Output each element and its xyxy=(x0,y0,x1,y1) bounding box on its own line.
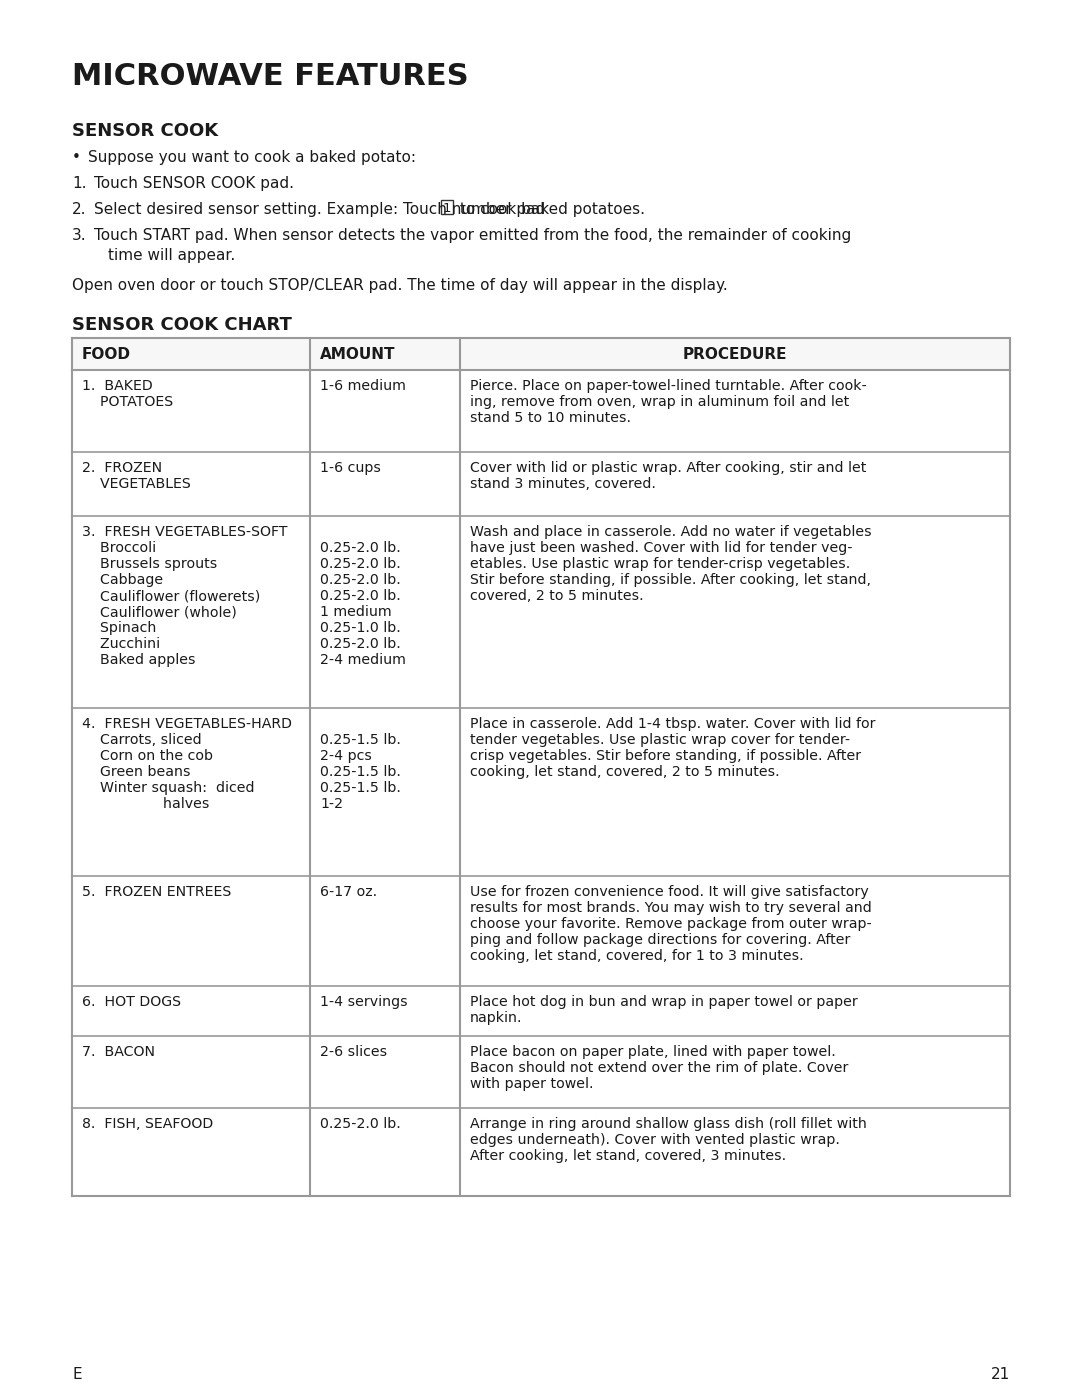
Text: time will appear.: time will appear. xyxy=(108,249,235,263)
Text: 7.  BACON: 7. BACON xyxy=(82,1045,156,1059)
Text: Zucchini: Zucchini xyxy=(82,637,160,651)
Text: Open oven door or touch STOP/CLEAR pad. The time of day will appear in the displ: Open oven door or touch STOP/CLEAR pad. … xyxy=(72,278,728,293)
Text: Green beans: Green beans xyxy=(82,766,190,780)
Text: 0.25-1.5 lb.: 0.25-1.5 lb. xyxy=(320,766,401,780)
Text: Cover with lid or plastic wrap. After cooking, stir and let: Cover with lid or plastic wrap. After co… xyxy=(470,461,866,475)
Text: tender vegetables. Use plastic wrap cover for tender-: tender vegetables. Use plastic wrap cove… xyxy=(470,733,850,747)
Text: Broccoli: Broccoli xyxy=(82,541,157,555)
Text: choose your favorite. Remove package from outer wrap-: choose your favorite. Remove package fro… xyxy=(470,916,872,930)
Text: 0.25-1.0 lb.: 0.25-1.0 lb. xyxy=(320,622,401,636)
Text: 0.25-2.0 lb.: 0.25-2.0 lb. xyxy=(320,557,401,571)
Text: 0.25-2.0 lb.: 0.25-2.0 lb. xyxy=(320,573,401,587)
Text: Use for frozen convenience food. It will give satisfactory: Use for frozen convenience food. It will… xyxy=(470,886,868,900)
Text: 6-17 oz.: 6-17 oz. xyxy=(320,886,377,900)
Bar xyxy=(72,876,1010,986)
Text: 0.25-2.0 lb.: 0.25-2.0 lb. xyxy=(320,1118,401,1132)
Text: Place hot dog in bun and wrap in paper towel or paper: Place hot dog in bun and wrap in paper t… xyxy=(470,995,858,1009)
Text: Baked apples: Baked apples xyxy=(82,652,195,666)
Text: Wash and place in casserole. Add no water if vegetables: Wash and place in casserole. Add no wate… xyxy=(470,525,872,539)
Text: 4.  FRESH VEGETABLES-HARD: 4. FRESH VEGETABLES-HARD xyxy=(82,717,292,731)
Text: POTATOES: POTATOES xyxy=(82,395,173,409)
Text: halves: halves xyxy=(82,798,210,812)
Text: results for most brands. You may wish to try several and: results for most brands. You may wish to… xyxy=(470,901,872,915)
Text: ping and follow package directions for covering. After: ping and follow package directions for c… xyxy=(470,933,850,947)
Bar xyxy=(72,986,1010,1037)
Bar xyxy=(72,338,1010,370)
Text: Arrange in ring around shallow glass dish (roll fillet with: Arrange in ring around shallow glass dis… xyxy=(470,1118,867,1132)
Text: Touch SENSOR COOK pad.: Touch SENSOR COOK pad. xyxy=(94,176,294,191)
Text: 3.: 3. xyxy=(72,228,86,243)
Text: 8.  FISH, SEAFOOD: 8. FISH, SEAFOOD xyxy=(82,1118,213,1132)
Text: •: • xyxy=(72,149,81,165)
Text: Select desired sensor setting. Example: Touch number pad: Select desired sensor setting. Example: … xyxy=(94,203,550,217)
Text: 5.  FROZEN ENTREES: 5. FROZEN ENTREES xyxy=(82,886,231,900)
Text: 3.  FRESH VEGETABLES-SOFT: 3. FRESH VEGETABLES-SOFT xyxy=(82,525,287,539)
Text: SENSOR COOK: SENSOR COOK xyxy=(72,122,218,140)
Text: Suppose you want to cook a baked potato:: Suppose you want to cook a baked potato: xyxy=(87,149,416,165)
Text: Cabbage: Cabbage xyxy=(82,573,163,587)
Text: 1-2: 1-2 xyxy=(320,798,343,812)
Text: 0.25-1.5 lb.: 0.25-1.5 lb. xyxy=(320,733,401,747)
Text: 1: 1 xyxy=(443,203,450,215)
Text: After cooking, let stand, covered, 3 minutes.: After cooking, let stand, covered, 3 min… xyxy=(470,1148,786,1162)
Text: 1-6 medium: 1-6 medium xyxy=(320,379,406,393)
Text: 6.  HOT DOGS: 6. HOT DOGS xyxy=(82,995,181,1009)
Text: cooking, let stand, covered, for 1 to 3 minutes.: cooking, let stand, covered, for 1 to 3 … xyxy=(470,949,804,963)
Text: Carrots, sliced: Carrots, sliced xyxy=(82,733,202,747)
Text: edges underneath). Cover with vented plastic wrap.: edges underneath). Cover with vented pla… xyxy=(470,1133,840,1147)
Text: 0.25-2.0 lb.: 0.25-2.0 lb. xyxy=(320,637,401,651)
Text: 0.25-2.0 lb.: 0.25-2.0 lb. xyxy=(320,541,401,555)
Text: 2.  FROZEN: 2. FROZEN xyxy=(82,461,162,475)
Text: to cook baked potatoes.: to cook baked potatoes. xyxy=(455,203,645,217)
Text: E: E xyxy=(72,1368,82,1382)
Text: Place in casserole. Add 1-4 tbsp. water. Cover with lid for: Place in casserole. Add 1-4 tbsp. water.… xyxy=(470,717,876,731)
Text: 1-4 servings: 1-4 servings xyxy=(320,995,407,1009)
Text: Cauliflower (flowerets): Cauliflower (flowerets) xyxy=(82,590,260,604)
Text: ing, remove from oven, wrap in aluminum foil and let: ing, remove from oven, wrap in aluminum … xyxy=(470,395,849,409)
Text: 2-4 medium: 2-4 medium xyxy=(320,652,406,666)
Text: stand 5 to 10 minutes.: stand 5 to 10 minutes. xyxy=(470,411,631,425)
Text: 1.  BAKED: 1. BAKED xyxy=(82,379,152,393)
Text: Brussels sprouts: Brussels sprouts xyxy=(82,557,217,571)
Bar xyxy=(72,515,1010,708)
Text: 1-6 cups: 1-6 cups xyxy=(320,461,381,475)
Text: Winter squash:  diced: Winter squash: diced xyxy=(82,781,255,795)
Text: 21: 21 xyxy=(990,1368,1010,1382)
Text: 0.25-2.0 lb.: 0.25-2.0 lb. xyxy=(320,590,401,604)
Bar xyxy=(72,708,1010,876)
Text: SENSOR COOK CHART: SENSOR COOK CHART xyxy=(72,316,292,334)
Text: covered, 2 to 5 minutes.: covered, 2 to 5 minutes. xyxy=(470,590,644,604)
Text: 1 medium: 1 medium xyxy=(320,605,392,619)
Bar xyxy=(72,453,1010,515)
Text: VEGETABLES: VEGETABLES xyxy=(82,476,191,490)
Bar xyxy=(72,1108,1010,1196)
Text: cooking, let stand, covered, 2 to 5 minutes.: cooking, let stand, covered, 2 to 5 minu… xyxy=(470,766,780,780)
Text: Pierce. Place on paper-towel-lined turntable. After cook-: Pierce. Place on paper-towel-lined turnt… xyxy=(470,379,867,393)
Text: FOOD: FOOD xyxy=(82,346,131,362)
Text: Spinach: Spinach xyxy=(82,622,157,636)
Text: Stir before standing, if possible. After cooking, let stand,: Stir before standing, if possible. After… xyxy=(470,573,870,587)
Text: Place bacon on paper plate, lined with paper towel.: Place bacon on paper plate, lined with p… xyxy=(470,1045,836,1059)
Text: with paper towel.: with paper towel. xyxy=(470,1077,594,1091)
Text: Cauliflower (whole): Cauliflower (whole) xyxy=(82,605,237,619)
Text: 2-4 pcs: 2-4 pcs xyxy=(320,749,372,763)
Text: stand 3 minutes, covered.: stand 3 minutes, covered. xyxy=(470,476,656,490)
Text: Bacon should not extend over the rim of plate. Cover: Bacon should not extend over the rim of … xyxy=(470,1060,849,1076)
Text: crisp vegetables. Stir before standing, if possible. After: crisp vegetables. Stir before standing, … xyxy=(470,749,861,763)
FancyBboxPatch shape xyxy=(441,200,453,214)
Text: 1.: 1. xyxy=(72,176,86,191)
Text: MICROWAVE FEATURES: MICROWAVE FEATURES xyxy=(72,61,469,91)
Text: etables. Use plastic wrap for tender-crisp vegetables.: etables. Use plastic wrap for tender-cri… xyxy=(470,557,850,571)
Text: Touch START pad. When sensor detects the vapor emitted from the food, the remain: Touch START pad. When sensor detects the… xyxy=(94,228,851,243)
Text: napkin.: napkin. xyxy=(470,1011,523,1025)
Text: 2.: 2. xyxy=(72,203,86,217)
Text: Corn on the cob: Corn on the cob xyxy=(82,749,213,763)
Text: have just been washed. Cover with lid for tender veg-: have just been washed. Cover with lid fo… xyxy=(470,541,852,555)
Bar xyxy=(72,1037,1010,1108)
Text: 2-6 slices: 2-6 slices xyxy=(320,1045,387,1059)
Bar xyxy=(72,370,1010,453)
Text: 0.25-1.5 lb.: 0.25-1.5 lb. xyxy=(320,781,401,795)
Text: PROCEDURE: PROCEDURE xyxy=(683,346,787,362)
Text: AMOUNT: AMOUNT xyxy=(320,346,395,362)
